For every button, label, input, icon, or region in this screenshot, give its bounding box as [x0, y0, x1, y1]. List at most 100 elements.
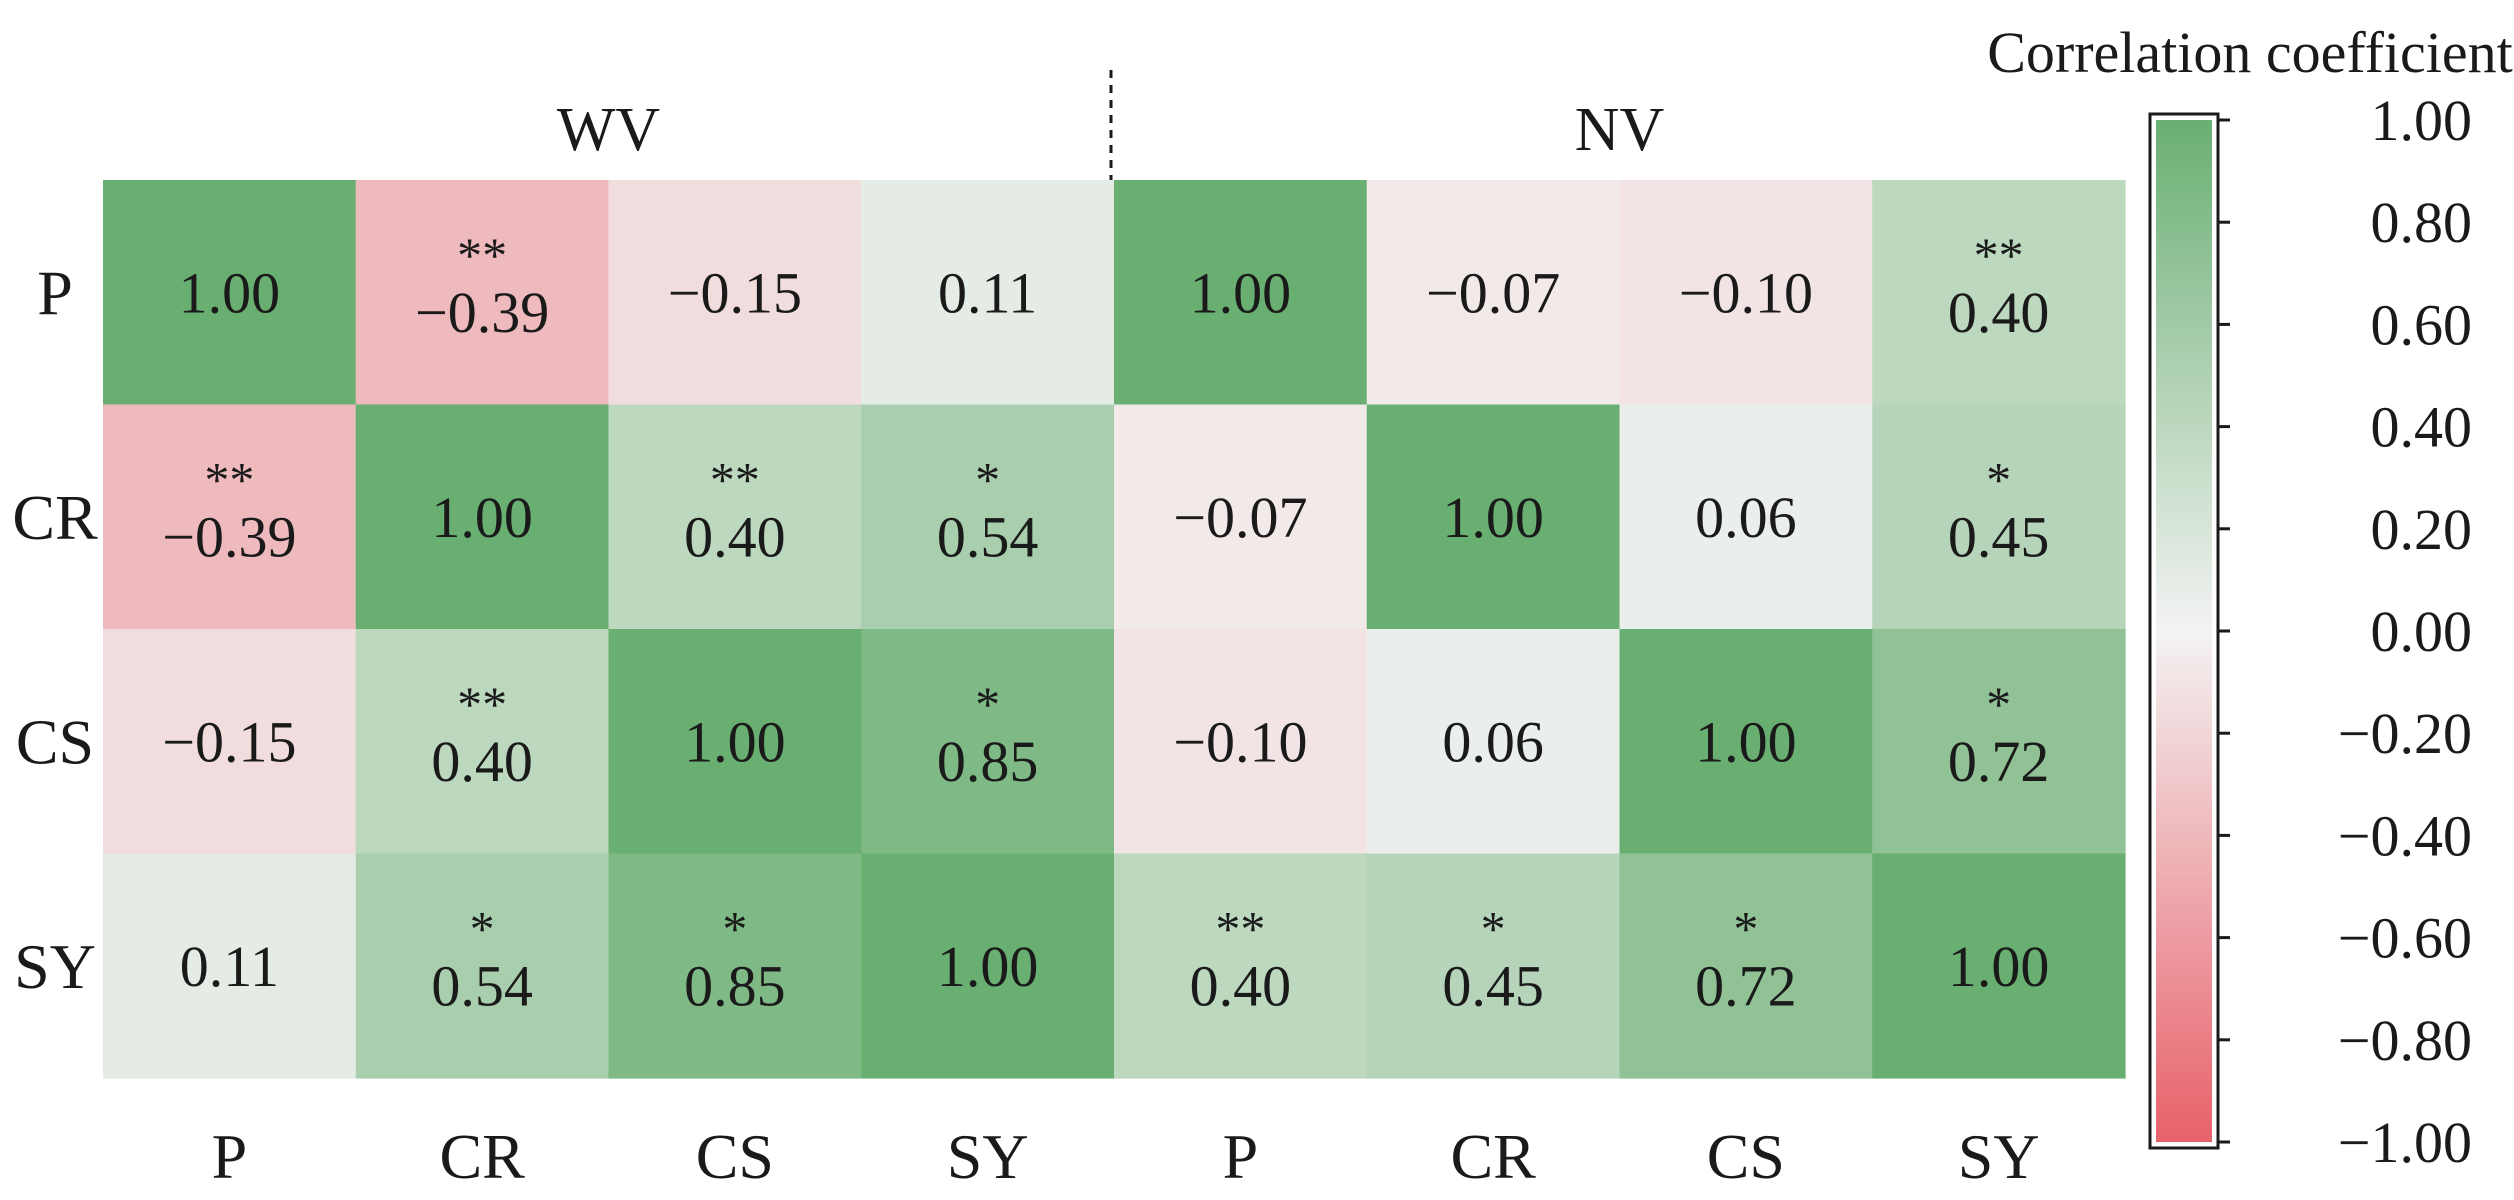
- heatmap-cell-rect: [861, 404, 1115, 630]
- heatmap-cell: **0.40: [1114, 853, 1368, 1079]
- colorbar-tick-label: 1.00: [2371, 88, 2473, 153]
- colorbar-tick-label: 0.20: [2371, 497, 2473, 562]
- heatmap-cell-rect: [1114, 180, 1368, 406]
- heatmap-cell: **0.40: [608, 404, 862, 630]
- heatmap-cell-rect: [608, 629, 862, 855]
- heatmap-cell: 0.06: [1619, 404, 1873, 630]
- heatmap-cell: −0.15: [103, 629, 357, 855]
- x-tick-label: CR: [1450, 1121, 1536, 1192]
- heatmap-cell: **−0.39: [103, 404, 357, 630]
- group-label: WV: [557, 96, 661, 164]
- heatmap-cell: 1.00: [1114, 180, 1368, 406]
- heatmap-cell-rect: [103, 404, 357, 630]
- significance-marker: **: [457, 676, 507, 732]
- x-tick-label: SY: [1958, 1121, 2040, 1192]
- heatmap-cell: 1.00: [355, 404, 610, 630]
- heatmap-cell: −0.07: [1114, 404, 1368, 630]
- heatmap-cell-rect: [1366, 404, 1621, 630]
- significance-marker: **: [1974, 227, 2024, 283]
- colorbar-tick-label: 0.60: [2371, 292, 2473, 357]
- colorbar-tick-label: 0.40: [2371, 395, 2473, 460]
- heatmap-cell-rect: [1114, 629, 1368, 855]
- cell-value-label: 0.85: [684, 954, 786, 1019]
- heatmap-cell-rect: [103, 629, 357, 855]
- cell-value-label: −0.10: [1679, 260, 1813, 325]
- cell-value-label: 0.40: [1948, 280, 2050, 345]
- heatmap-cell: *0.72: [1619, 853, 1873, 1079]
- heatmap-cell: 1.00: [861, 853, 1115, 1079]
- significance-marker: *: [722, 901, 747, 957]
- heatmap-cell-rect: [1114, 853, 1368, 1079]
- x-tick-label: CS: [696, 1121, 774, 1192]
- heatmap-cell: *0.54: [355, 853, 610, 1079]
- significance-marker: *: [1986, 676, 2011, 732]
- cell-value-label: 1.00: [684, 709, 786, 774]
- heatmap-cell-rect: [608, 180, 862, 406]
- heatmap-cell: 1.00: [608, 629, 862, 855]
- heatmap-cell-rect: [355, 404, 610, 630]
- heatmap-cell-rect: [1872, 180, 2126, 406]
- heatmap-cell: −0.10: [1114, 629, 1368, 855]
- heatmap-cell-rect: [103, 853, 357, 1079]
- significance-marker: *: [1481, 901, 1506, 957]
- cell-value-label: 0.45: [1948, 505, 2050, 570]
- x-tick-label: CR: [439, 1121, 525, 1192]
- heatmap-cell: 0.06: [1366, 629, 1621, 855]
- cell-value-label: 0.85: [937, 729, 1039, 794]
- cell-value-label: −0.07: [1173, 485, 1307, 550]
- heatmap-cell: *0.85: [861, 629, 1115, 855]
- heatmap-cell-rect: [608, 404, 862, 630]
- cell-value-label: 0.40: [1190, 954, 1292, 1019]
- heatmap-cell-rect: [355, 180, 610, 406]
- cell-value-label: 0.06: [1442, 709, 1544, 774]
- cell-value-label: −0.39: [162, 505, 296, 570]
- heatmap-cell-rect: [1619, 629, 1873, 855]
- heatmap-cell-rect: [1872, 404, 2126, 630]
- significance-marker: **: [1215, 901, 1265, 957]
- heatmap-cell: *0.45: [1366, 853, 1621, 1079]
- cell-value-label: 1.00: [431, 485, 533, 550]
- significance-marker: **: [204, 452, 254, 508]
- heatmap-cell: 0.11: [103, 853, 357, 1079]
- heatmap-cell-rect: [1619, 853, 1873, 1079]
- colorbar: 1.00 0.80 0.60 0.40 0.20 0.00 −0.20 −0.40 −0.60 −…: [1987, 20, 2513, 1175]
- significance-marker: *: [1986, 452, 2011, 508]
- heatmap-cells: 1.00**−0.39 −0.15 0.11**−0.39 1.00**0.40*0.…: [103, 180, 2126, 1079]
- cell-value-label: 0.11: [938, 260, 1037, 325]
- group-label: NV: [1575, 96, 1665, 164]
- heatmap-cell-rect: [608, 853, 862, 1079]
- heatmap-cell-rect: [861, 853, 1115, 1079]
- heatmap-cell-rect: [1366, 629, 1621, 855]
- heatmap-cell: **0.40: [1872, 180, 2126, 406]
- colorbar-tick-label: −0.60: [2338, 906, 2472, 971]
- y-tick-label: P: [37, 257, 73, 328]
- y-tick-label: CS: [16, 706, 94, 777]
- colorbar-tick-label: 0.00: [2371, 599, 2473, 664]
- cell-value-label: 1.00: [1948, 934, 2050, 999]
- significance-marker: *: [470, 901, 495, 957]
- colorbar-title: Correlation coefficient: [1987, 20, 2513, 85]
- colorbar-tick-label: −0.80: [2338, 1008, 2472, 1073]
- heatmap-cell-rect: [1114, 404, 1368, 630]
- heatmap-cell-rect: [1366, 853, 1621, 1079]
- heatmap-cell-rect: [103, 180, 357, 406]
- colorbar-tick-label: 0.80: [2371, 190, 2473, 255]
- cell-value-label: −0.07: [1426, 260, 1560, 325]
- colorbar-tick-label: −1.00: [2338, 1110, 2472, 1175]
- heatmap-cell-rect: [1872, 853, 2126, 1079]
- heatmap-cell: **0.40: [355, 629, 610, 855]
- x-tick-label: CS: [1707, 1121, 1785, 1192]
- heatmap-cell: *0.45: [1872, 404, 2126, 630]
- cell-value-label: 0.40: [431, 729, 533, 794]
- significance-marker: **: [710, 452, 760, 508]
- cell-value-label: 0.06: [1695, 485, 1797, 550]
- cell-value-label: 1.00: [1442, 485, 1544, 550]
- x-tick-label: P: [212, 1121, 248, 1192]
- heatmap-cell: 1.00: [1366, 404, 1621, 630]
- heatmap-cell: **−0.39: [355, 180, 610, 406]
- cell-value-label: 0.11: [180, 934, 279, 999]
- significance-marker: *: [1733, 901, 1758, 957]
- heatmap-cell: *0.72: [1872, 629, 2126, 855]
- heatmap-cell: −0.15: [608, 180, 862, 406]
- significance-marker: **: [457, 227, 507, 283]
